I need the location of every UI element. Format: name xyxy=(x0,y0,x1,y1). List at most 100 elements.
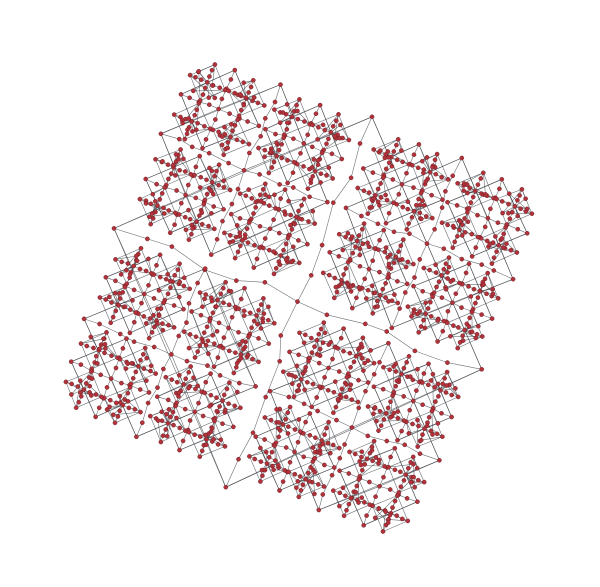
graph-node xyxy=(353,489,359,495)
graph-edge xyxy=(160,430,186,443)
graph-node xyxy=(445,276,450,281)
graph-node xyxy=(385,520,391,526)
graph-node xyxy=(242,285,247,291)
graph-node xyxy=(180,120,185,126)
graph-edge xyxy=(105,265,134,278)
graph-node xyxy=(296,238,301,243)
graph-node xyxy=(320,492,326,497)
graph-node xyxy=(384,329,390,334)
graph-node xyxy=(262,279,268,285)
graph-edge xyxy=(367,202,394,214)
graph-node xyxy=(252,242,257,248)
graph-node xyxy=(284,120,290,125)
graph-node xyxy=(277,120,283,125)
graph-node xyxy=(450,245,456,250)
graph-node xyxy=(294,485,299,491)
graph-edge xyxy=(211,228,271,255)
graph-node xyxy=(183,428,188,434)
graph-node xyxy=(385,149,391,154)
graph-edge xyxy=(204,281,226,300)
graph-node xyxy=(443,390,449,395)
graph-edge xyxy=(394,448,406,475)
graph-node xyxy=(507,216,513,221)
graph-node xyxy=(441,266,447,272)
graph-node xyxy=(341,326,346,331)
graph-edge xyxy=(388,519,408,522)
graph-edge xyxy=(288,396,305,405)
graph-edge xyxy=(225,459,239,488)
graph-node xyxy=(410,421,415,427)
graph-edge xyxy=(385,413,398,441)
graph-node xyxy=(500,245,506,250)
graph-node xyxy=(148,363,154,369)
graph-node xyxy=(253,205,258,210)
graph-node xyxy=(386,340,391,346)
graph-node xyxy=(294,102,299,108)
graph-node xyxy=(429,192,434,198)
graph-node xyxy=(393,369,399,374)
graph-edge xyxy=(155,159,167,186)
graph-edge xyxy=(243,152,250,171)
graph-edge xyxy=(429,172,443,200)
graph-node xyxy=(418,190,424,196)
graph-edge xyxy=(348,362,365,374)
graph-node xyxy=(404,227,410,232)
graph-node xyxy=(171,303,177,308)
graph-node xyxy=(386,261,392,267)
graph-node xyxy=(177,167,182,173)
graph-node xyxy=(168,285,173,290)
graph-node xyxy=(305,132,311,138)
graph-edge xyxy=(165,377,177,394)
graph-node xyxy=(143,176,148,182)
graph-node xyxy=(143,321,149,326)
graph-node xyxy=(152,198,158,204)
graph-node xyxy=(349,305,355,311)
graph-node xyxy=(156,288,162,293)
graph-node xyxy=(232,67,238,73)
graph-edge xyxy=(393,381,420,393)
graph-node xyxy=(260,319,266,325)
graph-node xyxy=(104,385,110,390)
graph-edge xyxy=(293,187,310,198)
graph-node xyxy=(267,388,273,394)
graph-node xyxy=(326,136,331,142)
graph-node xyxy=(192,432,197,438)
graph-node xyxy=(411,208,417,214)
graph-node xyxy=(95,361,100,366)
graph-edge xyxy=(373,139,399,150)
graph-node xyxy=(190,226,195,231)
graph-node xyxy=(468,200,474,205)
graph-node xyxy=(365,287,371,293)
graph-node xyxy=(387,512,393,518)
graph-node xyxy=(288,212,293,218)
graph-node xyxy=(462,229,468,235)
graph-edge xyxy=(401,363,429,375)
graph-node xyxy=(207,74,212,79)
graph-edge xyxy=(447,362,482,370)
graph-edge xyxy=(407,306,419,333)
graph-node xyxy=(216,162,222,167)
graph-node xyxy=(206,95,212,100)
graph-node xyxy=(231,424,236,430)
graph-node xyxy=(200,145,205,151)
graph-edge xyxy=(366,295,381,299)
graph-node xyxy=(438,388,443,393)
graph-node xyxy=(258,459,264,464)
graph-edge xyxy=(339,384,352,396)
graph-node xyxy=(395,415,401,421)
graph-edge xyxy=(273,262,300,275)
graph-node xyxy=(418,437,424,443)
graph-edge xyxy=(249,451,267,457)
graph-edge xyxy=(383,367,395,393)
graph-node xyxy=(117,408,122,414)
graph-edge xyxy=(216,221,223,240)
graph-node xyxy=(414,465,420,471)
graph-node xyxy=(108,376,114,381)
graph-node xyxy=(363,296,369,301)
graph-node xyxy=(284,102,290,107)
graph-node xyxy=(220,218,225,224)
graph-node xyxy=(408,479,414,485)
graph-node xyxy=(328,130,334,135)
graph-node xyxy=(369,204,375,210)
graph-node xyxy=(401,478,407,483)
